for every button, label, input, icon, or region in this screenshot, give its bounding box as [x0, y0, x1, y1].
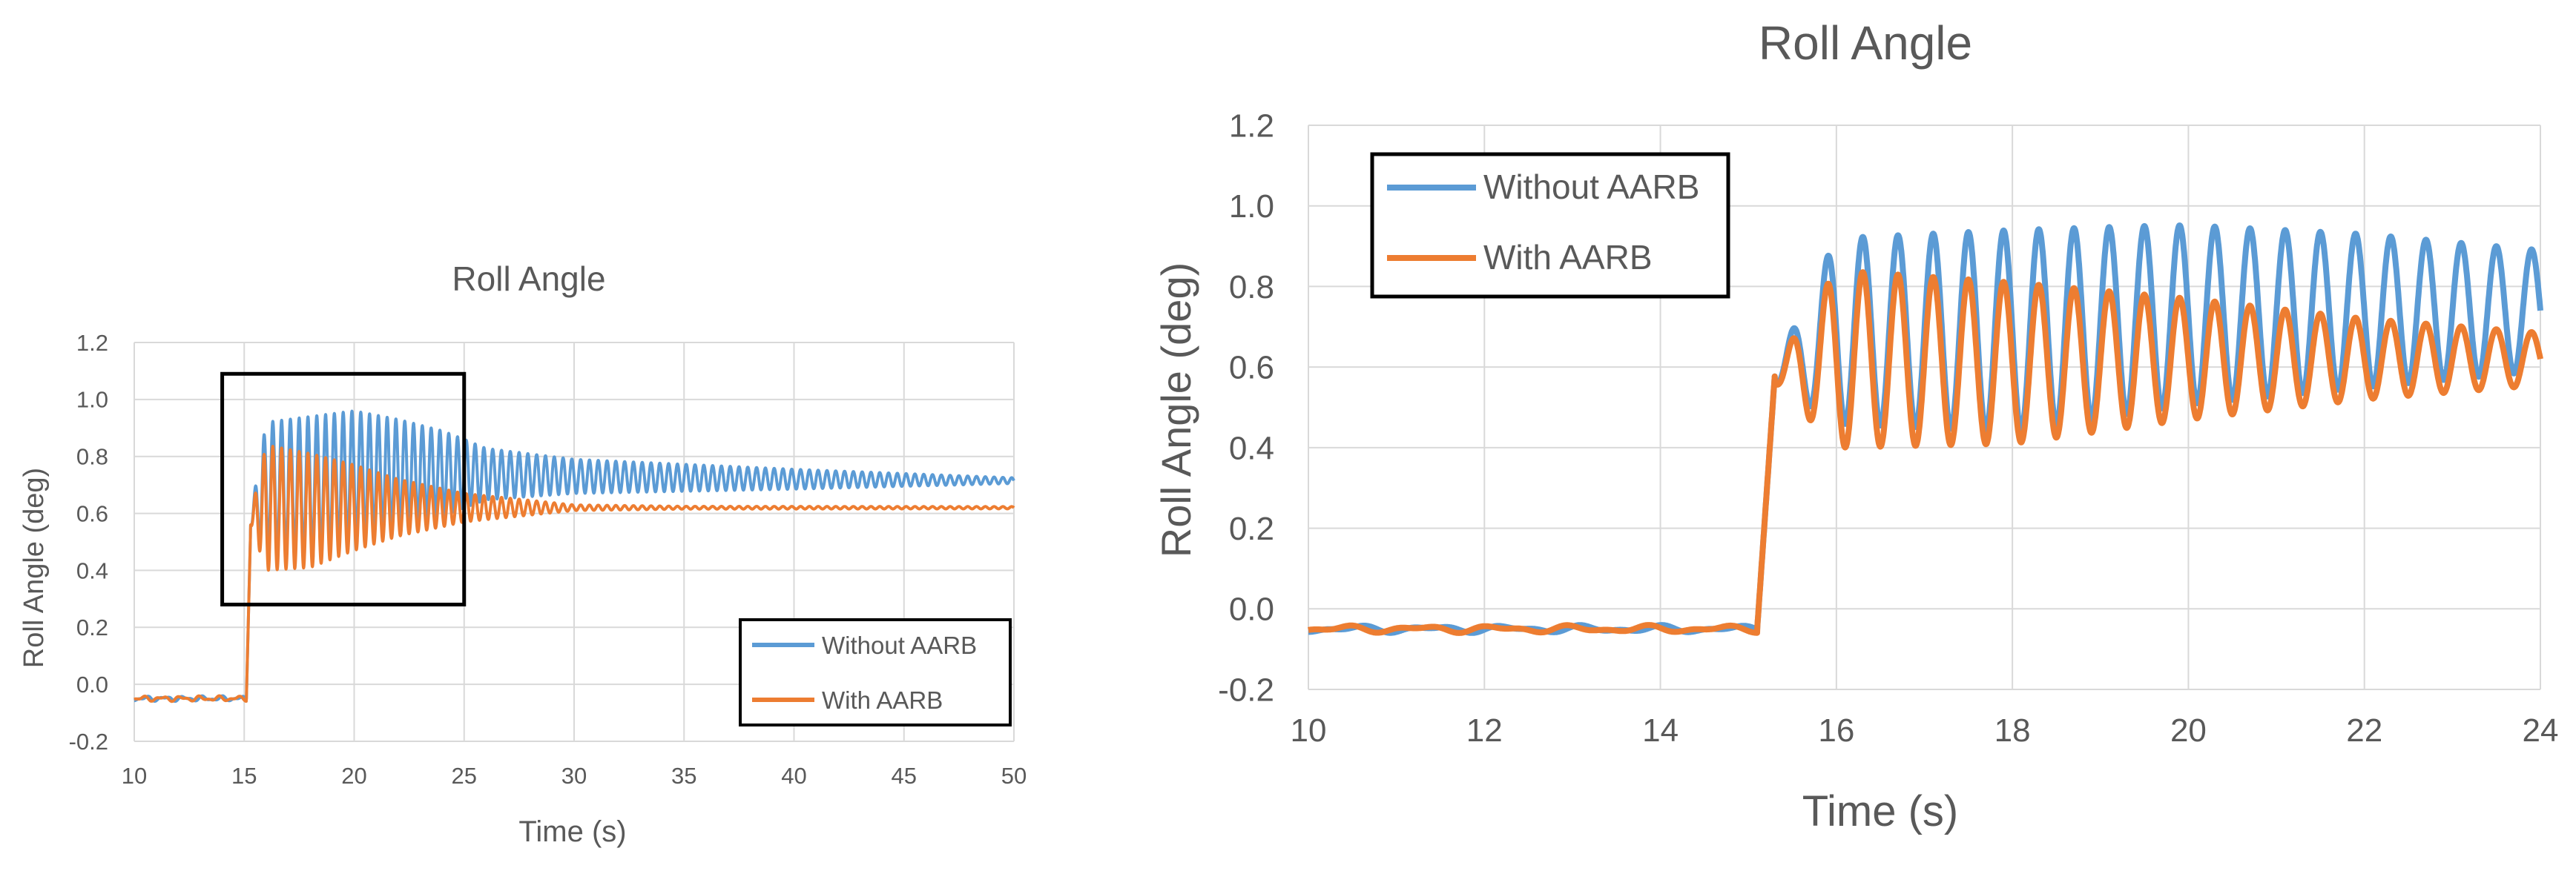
left-series-group	[133, 409, 1015, 703]
zoom-region-box	[220, 371, 467, 607]
left-y-tick-label: 0.8	[76, 444, 108, 470]
left-x-axis-label: Time (s)	[518, 815, 626, 848]
left-y-axis-label: Roll Angle (deg)	[19, 468, 50, 668]
left-y-tick-label: 0.4	[76, 557, 108, 583]
left-y-tick-label: 1.0	[76, 387, 108, 413]
right-y-axis-label: Roll Angle (deg)	[1153, 262, 1199, 557]
right-legend-label-without-aarb: Without AARB	[1483, 168, 1699, 206]
right-series-with-aarb-line	[1305, 269, 2543, 636]
right-x-tick-label: 14	[1642, 712, 1679, 749]
left-x-tick-label: 40	[781, 763, 806, 789]
right-y-tick-label: 0.6	[1229, 350, 1274, 386]
right-x-tick-label: 10	[1291, 712, 1327, 749]
right-y-tick-label: -0.2	[1218, 672, 1274, 708]
left-y-tick-labels: -0.2 0.0 0.2 0.4 0.6 0.8 1.0 1.2	[69, 330, 108, 755]
right-y-tick-label: 1.2	[1229, 107, 1274, 144]
left-x-tick-label: 30	[561, 763, 587, 789]
left-series-without-aarb-line	[133, 409, 1015, 703]
left-y-tick-label: 0.6	[76, 500, 108, 526]
left-series-with-aarb-line	[133, 445, 1015, 703]
right-legend-box	[1370, 152, 1730, 299]
left-y-tick-label: 0.2	[76, 615, 108, 640]
left-legend-box	[739, 618, 1012, 726]
left-legend: Without AARB With AARB	[739, 618, 1012, 726]
right-y-tick-label: 0.4	[1229, 430, 1274, 466]
right-y-tick-label: 0.8	[1229, 269, 1274, 305]
right-chart: Roll Angle -0.20.00.20.40.60.81.01.2 10 1…	[1153, 16, 2558, 835]
left-chart-title: Roll Angle	[452, 259, 605, 298]
left-x-tick-label: 50	[1001, 763, 1027, 789]
right-y-tick-label: 0.0	[1229, 592, 1274, 628]
right-x-tick-label: 20	[2170, 712, 2207, 749]
left-x-tick-label: 35	[671, 763, 696, 789]
left-x-tick-label: 20	[341, 763, 366, 789]
right-legend-label-with-aarb: With AARB	[1483, 238, 1653, 277]
left-x-tick-labels: 10 15 20 25 30 35 40 45 50	[122, 763, 1027, 789]
right-y-tick-label: 1.0	[1229, 188, 1274, 225]
right-legend: Without AARB With AARB	[1370, 152, 1730, 299]
right-x-tick-label: 18	[1994, 712, 2031, 749]
right-y-tick-labels: -0.2 0.0 0.2 0.4 0.6 0.8 1.0 1.2	[1218, 107, 1274, 708]
right-series-group	[1305, 222, 2543, 636]
left-x-tick-label: 10	[122, 763, 147, 789]
left-y-tick-label: -0.2	[69, 729, 108, 755]
right-x-tick-label: 22	[2346, 712, 2382, 749]
left-y-tick-label: 0.0	[76, 672, 108, 698]
left-y-tick-label: 1.2	[76, 330, 108, 356]
left-legend-label-without-aarb: Without AARB	[822, 632, 977, 659]
right-x-axis-label: Time (s)	[1802, 787, 1958, 835]
left-legend-label-with-aarb: With AARB	[822, 686, 943, 714]
left-x-tick-label: 25	[452, 763, 477, 789]
right-x-tick-label: 12	[1466, 712, 1503, 749]
right-x-tick-label: 16	[1818, 712, 1854, 749]
right-y-tick-label: 0.2	[1229, 511, 1274, 547]
right-chart-title: Roll Angle	[1759, 16, 1972, 70]
right-x-tick-labels: 10 12 14 16 18 20 22 24	[1291, 712, 2559, 749]
right-x-tick-label: 24	[2523, 712, 2559, 749]
left-x-tick-label: 45	[892, 763, 917, 789]
left-chart: Roll Angle -0.20.00.20.40.60.81.01.2 10 1…	[19, 259, 1027, 848]
left-x-tick-label: 15	[231, 763, 257, 789]
